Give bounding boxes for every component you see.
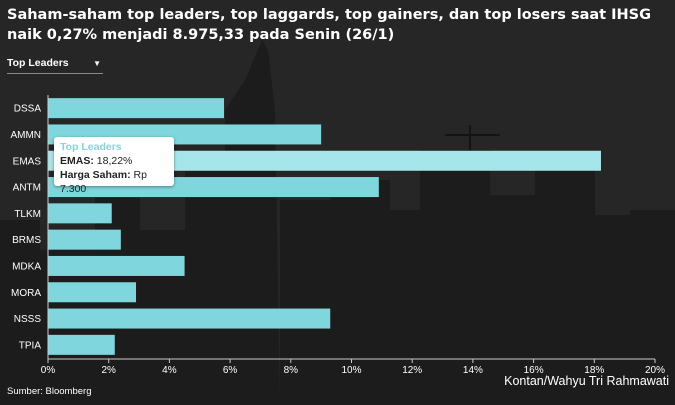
category-label-antm: ANTM bbox=[13, 183, 41, 194]
x-tick-label: 6% bbox=[223, 365, 238, 376]
source-note: Sumber: Bloomberg bbox=[7, 386, 92, 397]
x-tick-label: 12% bbox=[402, 365, 422, 376]
bar-brms[interactable] bbox=[48, 229, 121, 250]
category-dropdown[interactable]: Top Leaders ▼ bbox=[7, 56, 103, 74]
category-label-dssa: DSSA bbox=[14, 104, 42, 115]
dropdown-selected-label: Top Leaders bbox=[7, 57, 69, 69]
bar-mora[interactable] bbox=[48, 282, 137, 303]
category-label-nsss: NSSS bbox=[14, 314, 42, 325]
tooltip-price-value: Rp 7.300 bbox=[60, 169, 147, 195]
category-label-emas: EMAS bbox=[13, 156, 42, 167]
tooltip-price-label: Harga Saham: bbox=[60, 169, 131, 181]
tooltip-emas-label: EMAS: bbox=[60, 155, 94, 167]
chart-title: Saham-saham top leaders, top laggards, t… bbox=[7, 7, 652, 43]
x-tick-label: 4% bbox=[162, 365, 177, 376]
x-tick-label: 8% bbox=[284, 365, 299, 376]
category-label-mora: MORA bbox=[11, 288, 41, 299]
caret-down-icon: ▼ bbox=[93, 58, 101, 68]
category-label-brms: BRMS bbox=[12, 235, 41, 246]
bar-mdka[interactable] bbox=[48, 255, 185, 276]
bar-dssa[interactable] bbox=[48, 98, 225, 119]
tooltip-price-row: Harga Saham: Rp 7.300 bbox=[60, 168, 168, 196]
category-label-mdka: MDKA bbox=[12, 261, 41, 272]
x-tick-label: 10% bbox=[341, 365, 361, 376]
x-tick-label: 18% bbox=[584, 365, 604, 376]
category-labels: DSSA AMMN EMAS ANTM TLKM BRMS MDKA MORA NSSS TPIA bbox=[10, 104, 41, 352]
bar-emas[interactable] bbox=[48, 150, 601, 171]
bar-tpia[interactable] bbox=[48, 334, 115, 355]
x-tick-label: 14% bbox=[463, 365, 483, 376]
x-tick-label: 16% bbox=[524, 365, 544, 376]
credit-note: Kontan/Wahyu Tri Rahmawati bbox=[504, 374, 669, 388]
tooltip-emas-row: EMAS: 18,22% bbox=[60, 154, 168, 168]
tooltip-title: Top Leaders bbox=[60, 141, 122, 153]
tooltip-emas-value: 18,22% bbox=[96, 155, 133, 167]
x-tick-label: 2% bbox=[101, 365, 116, 376]
tooltip: Top Leaders EMAS: 18,22% Harga Saham: Rp… bbox=[54, 137, 174, 195]
category-label-ammn: AMMN bbox=[10, 130, 41, 141]
category-label-tlkm: TLKM bbox=[14, 209, 41, 220]
x-axis: 0% 2% 4% 6% 8% 10% 12% 14% 16% 18% 20% bbox=[41, 95, 665, 376]
bar-tlkm[interactable] bbox=[48, 203, 112, 224]
x-tick-label: 0% bbox=[41, 365, 56, 376]
bar-nsss[interactable] bbox=[48, 308, 331, 329]
x-tick-label: 20% bbox=[645, 365, 665, 376]
category-label-tpia: TPIA bbox=[19, 340, 42, 351]
